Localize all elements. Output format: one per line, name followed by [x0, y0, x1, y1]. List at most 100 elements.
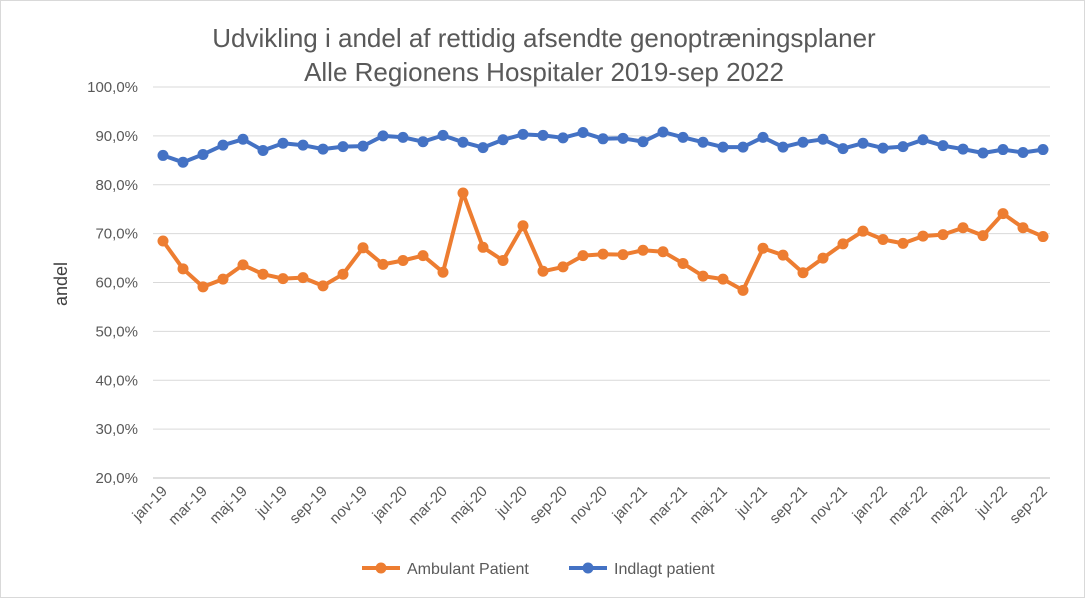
data-point	[977, 147, 989, 159]
x-tick-label: maj-21	[686, 483, 730, 527]
data-point	[817, 133, 829, 145]
data-point	[877, 233, 889, 245]
legend-label: Ambulant Patient	[407, 561, 529, 578]
x-tick-label: sep-20	[526, 483, 570, 527]
data-point	[557, 261, 569, 273]
data-point	[517, 220, 529, 232]
data-point	[1037, 144, 1049, 156]
data-point	[517, 128, 529, 140]
x-tick-label: mar-22	[885, 483, 931, 529]
data-point	[497, 255, 509, 267]
data-point	[537, 265, 549, 277]
x-tick-label: nov-21	[806, 483, 850, 527]
y-axis-label: andel	[51, 262, 71, 306]
data-point	[317, 280, 329, 292]
data-point	[197, 281, 209, 293]
data-point	[357, 242, 369, 254]
data-point	[477, 142, 489, 154]
data-point	[317, 143, 329, 155]
data-point	[937, 229, 949, 241]
x-tick-label: jul-19	[252, 483, 291, 522]
legend-item: Ambulant Patient	[362, 561, 529, 578]
y-tick-label: 30,0%	[95, 421, 138, 438]
data-point	[717, 273, 729, 285]
data-point	[437, 266, 449, 278]
data-point	[477, 241, 489, 253]
data-point	[457, 187, 469, 199]
data-point	[237, 259, 249, 271]
x-tick-label: sep-21	[766, 483, 810, 527]
data-point	[197, 148, 209, 160]
data-point	[837, 238, 849, 250]
data-point	[597, 133, 609, 145]
data-point	[677, 131, 689, 143]
data-point	[377, 130, 389, 142]
data-point	[337, 141, 349, 153]
data-point	[797, 136, 809, 148]
x-tick-label: jan-20	[369, 483, 411, 525]
data-point	[217, 273, 229, 285]
y-tick-label: 80,0%	[95, 177, 138, 194]
data-point	[757, 242, 769, 254]
data-point	[377, 258, 389, 270]
x-tick-label: nov-19	[326, 483, 370, 527]
data-point	[737, 141, 749, 153]
data-point	[577, 126, 589, 138]
series-group	[157, 126, 1049, 296]
data-point	[657, 126, 669, 138]
data-point	[917, 134, 929, 146]
data-point	[237, 133, 249, 145]
data-point	[757, 131, 769, 143]
data-point	[677, 257, 689, 269]
x-tick-label: mar-21	[645, 483, 691, 529]
data-point	[297, 139, 309, 151]
data-point	[217, 139, 229, 151]
series-0	[157, 187, 1049, 296]
data-point	[1037, 231, 1049, 243]
x-tick-label: mar-19	[165, 483, 211, 529]
data-point	[897, 237, 909, 249]
data-point	[297, 272, 309, 284]
x-tick-label: maj-22	[926, 483, 970, 527]
data-point	[277, 137, 289, 149]
y-tick-label: 70,0%	[95, 226, 138, 243]
x-tick-label: mar-20	[405, 483, 451, 529]
legend: Ambulant Patient Indlagt patient	[362, 561, 715, 578]
x-tick-label: maj-20	[446, 483, 490, 527]
x-tick-label: jul-21	[732, 483, 771, 522]
data-point	[417, 250, 429, 262]
x-tick-label: jan-21	[609, 483, 651, 525]
chart-subtitle: Alle Regionens Hospitaler 2019-sep 2022	[304, 57, 784, 87]
data-point	[777, 141, 789, 153]
data-point	[577, 250, 589, 262]
data-point	[357, 140, 369, 152]
data-point	[777, 249, 789, 261]
data-point	[1017, 222, 1029, 234]
y-tick-label: 50,0%	[95, 323, 138, 340]
y-tick-label: 40,0%	[95, 372, 138, 389]
data-point	[457, 136, 469, 148]
legend-swatch-marker	[375, 562, 387, 574]
y-axis-ticks: 20,0% 30,0% 40,0% 50,0% 60,0% 70,0% 80,0% 90,0%…	[87, 79, 138, 487]
data-point	[997, 144, 1009, 156]
data-point	[697, 270, 709, 282]
data-point	[157, 235, 169, 247]
x-tick-label: jul-22	[972, 483, 1011, 522]
data-point	[837, 143, 849, 155]
data-point	[857, 137, 869, 149]
data-point	[717, 141, 729, 153]
chart-title: Udvikling i andel af rettidig afsendte g…	[212, 23, 876, 53]
x-tick-label: sep-22	[1006, 483, 1050, 527]
data-point	[157, 149, 169, 161]
data-point	[657, 246, 669, 258]
data-point	[797, 267, 809, 279]
x-tick-label: sep-19	[286, 483, 330, 527]
data-point	[417, 136, 429, 148]
series-1	[157, 126, 1049, 168]
data-point	[397, 255, 409, 267]
data-point	[857, 225, 869, 237]
data-point	[637, 136, 649, 148]
data-point	[497, 134, 509, 146]
